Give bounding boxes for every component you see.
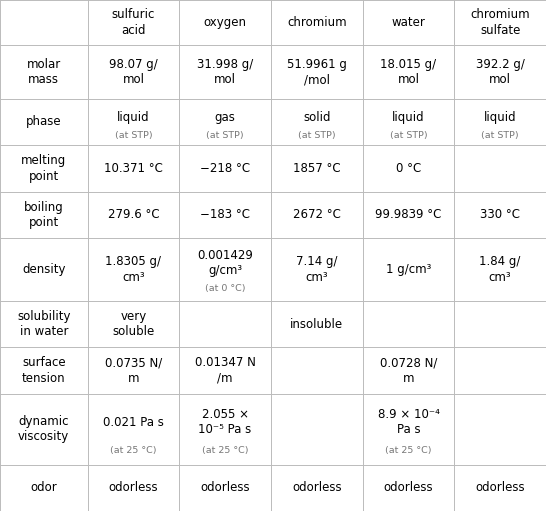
Text: solid: solid: [303, 111, 330, 124]
Text: (at 0 °C): (at 0 °C): [205, 284, 245, 293]
Text: insoluble: insoluble: [290, 317, 343, 331]
Text: density: density: [22, 263, 66, 276]
Text: 0.0728 N/
m: 0.0728 N/ m: [380, 356, 437, 385]
Text: 1.84 g/
cm³: 1.84 g/ cm³: [479, 255, 521, 284]
Text: −183 °C: −183 °C: [200, 208, 250, 221]
Text: sulfuric
acid: sulfuric acid: [112, 8, 155, 37]
Text: odorless: odorless: [109, 481, 158, 494]
Text: odorless: odorless: [200, 481, 250, 494]
Text: liquid: liquid: [392, 111, 425, 124]
Text: boiling
point: boiling point: [24, 201, 64, 229]
Text: molar
mass: molar mass: [27, 58, 61, 86]
Text: gas: gas: [215, 111, 235, 124]
Text: odorless: odorless: [292, 481, 342, 494]
Text: 1.8305 g/
cm³: 1.8305 g/ cm³: [105, 255, 162, 284]
Text: liquid: liquid: [484, 111, 517, 124]
Text: (at STP): (at STP): [390, 131, 428, 141]
Text: 0.0735 N/
m: 0.0735 N/ m: [105, 356, 162, 385]
Text: oxygen: oxygen: [204, 16, 247, 29]
Text: 330 °C: 330 °C: [480, 208, 520, 221]
Text: dynamic
viscosity: dynamic viscosity: [18, 415, 69, 444]
Text: odor: odor: [31, 481, 57, 494]
Text: 10.371 °C: 10.371 °C: [104, 162, 163, 175]
Text: (at 25 °C): (at 25 °C): [110, 446, 157, 455]
Text: 7.14 g/
cm³: 7.14 g/ cm³: [296, 255, 337, 284]
Text: −218 °C: −218 °C: [200, 162, 250, 175]
Text: surface
tension: surface tension: [22, 356, 66, 385]
Text: 2.055 ×
10⁻⁵ Pa s: 2.055 × 10⁻⁵ Pa s: [198, 408, 252, 436]
Text: 8.9 × 10⁻⁴
Pa s: 8.9 × 10⁻⁴ Pa s: [377, 408, 440, 436]
Text: chromium: chromium: [287, 16, 347, 29]
Text: (at 25 °C): (at 25 °C): [385, 446, 432, 455]
Text: 51.9961 g
/mol: 51.9961 g /mol: [287, 58, 347, 86]
Text: melting
point: melting point: [21, 154, 67, 182]
Text: 0.021 Pa s: 0.021 Pa s: [103, 415, 164, 429]
Text: (at STP): (at STP): [115, 131, 152, 141]
Text: liquid: liquid: [117, 111, 150, 124]
Text: 0.01347 N
/m: 0.01347 N /m: [194, 356, 256, 385]
Text: 1 g/cm³: 1 g/cm³: [386, 263, 431, 276]
Text: 0.001429
g/cm³: 0.001429 g/cm³: [197, 249, 253, 277]
Text: water: water: [391, 16, 425, 29]
Text: 99.9839 °C: 99.9839 °C: [375, 208, 442, 221]
Text: 2672 °C: 2672 °C: [293, 208, 341, 221]
Text: chromium
sulfate: chromium sulfate: [470, 8, 530, 37]
Text: 392.2 g/
mol: 392.2 g/ mol: [476, 58, 525, 86]
Text: 0 °C: 0 °C: [396, 162, 421, 175]
Text: (at 25 °C): (at 25 °C): [202, 446, 248, 455]
Text: (at STP): (at STP): [206, 131, 244, 141]
Text: 98.07 g/
mol: 98.07 g/ mol: [109, 58, 158, 86]
Text: odorless: odorless: [384, 481, 434, 494]
Text: very
soluble: very soluble: [112, 310, 155, 338]
Text: (at STP): (at STP): [298, 131, 336, 141]
Text: (at STP): (at STP): [482, 131, 519, 141]
Text: 279.6 °C: 279.6 °C: [108, 208, 159, 221]
Text: phase: phase: [26, 115, 62, 128]
Text: 18.015 g/
mol: 18.015 g/ mol: [381, 58, 437, 86]
Text: 1857 °C: 1857 °C: [293, 162, 341, 175]
Text: odorless: odorless: [476, 481, 525, 494]
Text: solubility
in water: solubility in water: [17, 310, 70, 338]
Text: 31.998 g/
mol: 31.998 g/ mol: [197, 58, 253, 86]
